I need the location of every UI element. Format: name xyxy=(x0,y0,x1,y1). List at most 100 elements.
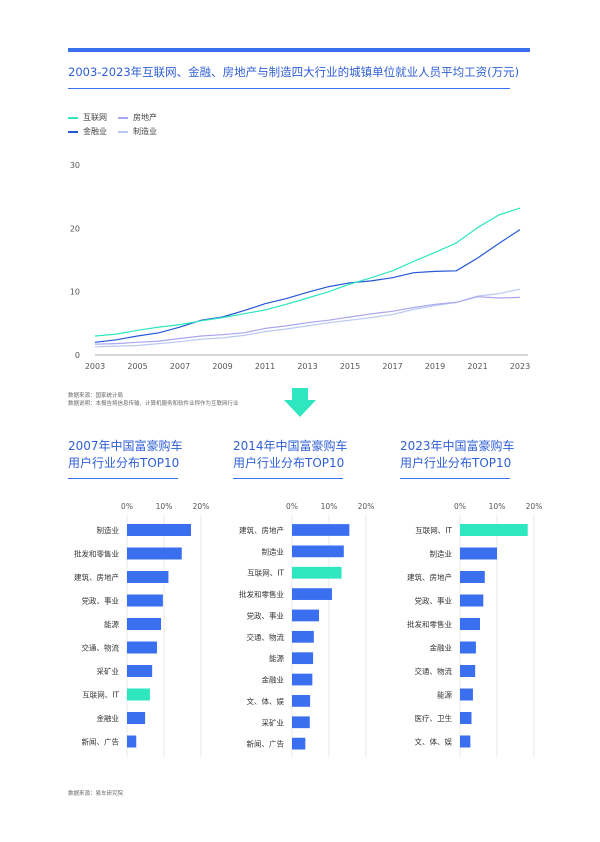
bar-x-tick-label: 10% xyxy=(489,502,506,511)
notes-source: 数据来源：国家统计局 xyxy=(68,393,124,399)
top-accent-bar xyxy=(68,48,530,52)
bar-category-label: 党政、事业 xyxy=(247,610,285,620)
bar-x-tick-label: 20% xyxy=(193,502,210,511)
legend-label-finance: 金融业 xyxy=(83,127,107,136)
bar xyxy=(292,737,306,750)
x-tick-label: 2005 xyxy=(127,362,147,371)
bar-category-label: 采矿业 xyxy=(262,717,285,727)
bar xyxy=(460,735,471,748)
legend-item-manufacturing: 制造业 xyxy=(118,126,157,137)
bar xyxy=(292,630,314,643)
bar-category-label: 能源 xyxy=(437,690,452,700)
bar-chart-2007: 0% 10% 20% 制造业批发和零售业建筑、房地产党政、事业能源交通、物流采矿业互联… xyxy=(74,502,210,757)
bar-category-label: 互联网、IT xyxy=(247,569,284,578)
panel-title-2007: 2007年中国富豪购车 用户行业分布TOP10 xyxy=(68,438,208,472)
bar-x-tick-label: 0% xyxy=(121,502,133,511)
legend-swatch-manufacturing xyxy=(118,130,128,133)
panel-divider-2023 xyxy=(400,478,510,479)
panel-title-2023: 2023年中国富豪购车 用户行业分布TOP10 xyxy=(400,438,540,472)
bar xyxy=(127,524,192,536)
bar xyxy=(460,571,485,583)
legend-label-manufacturing: 制造业 xyxy=(133,127,157,136)
bar-chart-2023: 0% 10% 20% 互联网、IT 制造业建筑、房地产党政、事业批发和零售业金融业交通、… xyxy=(407,502,543,757)
y-tick-label: 10 xyxy=(70,288,80,297)
bar-category-label: 建筑、房地产 xyxy=(239,525,284,535)
bar-category-label: 党政、事业 xyxy=(415,596,453,606)
bar xyxy=(127,594,163,607)
legend-label-real-estate: 房地产 xyxy=(133,113,157,122)
bar-category-label: 新闻、广告 xyxy=(82,737,120,747)
bar xyxy=(460,641,476,654)
x-tick-label: 2019 xyxy=(425,362,445,371)
bar-category-label: 交通、物流 xyxy=(247,632,285,642)
series-line-1 xyxy=(94,229,521,343)
bar-category-label: 文、体、娱 xyxy=(415,737,453,747)
bar xyxy=(292,609,320,622)
panel-title-2007-line1: 2007年中国富豪购车 xyxy=(68,439,183,453)
legend-swatch-internet xyxy=(68,116,78,119)
panel-title-2023-line1: 2023年中国富豪购车 xyxy=(400,439,515,453)
x-tick-label: 2021 xyxy=(467,362,487,371)
x-tick-label: 2017 xyxy=(382,362,402,371)
legend-item-finance: 金融业 xyxy=(68,126,107,137)
series-line-0 xyxy=(94,207,521,337)
panel-title-2007-line2: 用户行业分布TOP10 xyxy=(68,456,180,470)
bar xyxy=(292,524,350,536)
bar-category-label: 能源 xyxy=(269,653,284,663)
bar-x-tick-label: 20% xyxy=(358,502,375,511)
bar-category-label: 文、体、娱 xyxy=(247,696,285,706)
bar-category-label: 采矿业 xyxy=(97,666,120,676)
bar xyxy=(127,688,150,701)
legend-item-internet: 互联网 xyxy=(68,112,107,123)
bar xyxy=(127,547,182,560)
bar-category-label: 互联网、IT xyxy=(82,691,119,700)
x-tick-label: 2007 xyxy=(170,362,190,371)
bar xyxy=(292,695,311,707)
page-title: 2003-2023年互联网、金融、房地产与制造四大行业的城镇单位就业人员平均工资… xyxy=(68,65,520,79)
bar-category-label: 金融业 xyxy=(262,675,285,685)
bar-x-tick-label: 0% xyxy=(454,502,466,511)
legend-swatch-finance xyxy=(68,130,78,133)
x-tick-label: 2013 xyxy=(297,362,317,371)
bar-category-label: 制造业 xyxy=(262,546,285,556)
bar xyxy=(292,652,314,665)
bar xyxy=(292,588,332,600)
panel-title-2014: 2014年中国富豪购车 用户行业分布TOP10 xyxy=(233,438,373,472)
down-arrow-icon xyxy=(284,388,316,417)
y-tick-label: 0 xyxy=(75,351,80,360)
chart-legend: 互联网 房地产 金融业 制造业 xyxy=(68,112,268,142)
bar-x-tick-label: 0% xyxy=(286,502,298,511)
wage-line-chart: 0 10 20 30 2003 2005 2007 2009 2011 2013 2015 2017 2… xyxy=(70,161,530,371)
panel-title-2023-line2: 用户行业分布TOP10 xyxy=(400,456,512,470)
x-tick-label: 2011 xyxy=(255,362,275,371)
series-line-2 xyxy=(94,296,521,345)
legend-label-internet: 互联网 xyxy=(83,113,107,122)
chart-notes: 数据来源：国家统计局 数据说明：本报告将信息传输、计算机服务和软件业称作为互联网… xyxy=(68,392,239,408)
bar-category-label: 制造业 xyxy=(97,525,120,535)
bar xyxy=(127,641,157,654)
notes-explanation: 数据说明：本报告将信息传输、计算机服务和软件业称作为互联网行业 xyxy=(68,401,239,407)
bar xyxy=(292,673,313,686)
panel-divider-2014 xyxy=(233,478,343,479)
bar-x-tick-label: 20% xyxy=(526,502,543,511)
bar-category-label: 医疗、卫生 xyxy=(415,713,453,723)
y-tick-label: 20 xyxy=(70,224,80,233)
bar xyxy=(460,665,476,677)
bar xyxy=(460,618,480,630)
bar xyxy=(292,716,310,729)
panel-title-2014-line1: 2014年中国富豪购车 xyxy=(233,439,348,453)
bar xyxy=(292,566,342,579)
panel-title-2014-line2: 用户行业分布TOP10 xyxy=(233,456,345,470)
bar xyxy=(460,688,473,701)
bar-category-label: 批发和零售业 xyxy=(239,589,284,599)
bar-category-label: 能源 xyxy=(104,619,119,629)
bar-category-label: 批发和零售业 xyxy=(74,549,119,559)
bar xyxy=(460,524,528,536)
title-divider xyxy=(68,88,510,89)
x-tick-label: 2003 xyxy=(85,362,105,371)
bar-category-label: 建筑、房地产 xyxy=(407,572,452,582)
y-tick-label: 30 xyxy=(70,161,80,170)
bar-category-label: 互联网、IT xyxy=(415,526,452,535)
bar xyxy=(460,547,497,560)
